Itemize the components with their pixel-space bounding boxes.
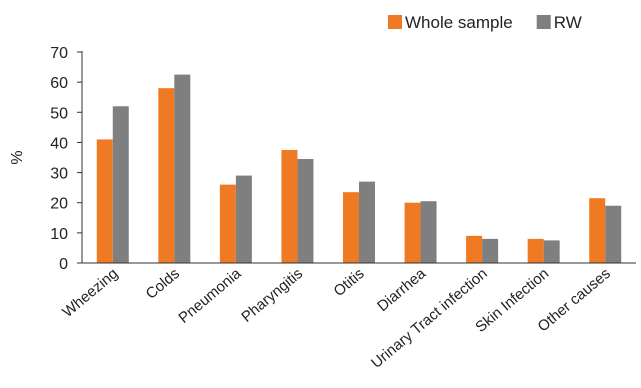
bar (359, 181, 375, 263)
bar (527, 238, 544, 263)
legend-label: RW (554, 13, 582, 32)
bar (174, 74, 191, 263)
bar (219, 184, 236, 263)
x-category-label: Colds (143, 265, 183, 303)
bar (543, 240, 560, 263)
bar (158, 88, 175, 264)
bar (297, 159, 314, 263)
y-tick-label: 0 (59, 256, 68, 273)
bar (420, 201, 437, 263)
x-category-label: Pharyngitis (238, 265, 306, 326)
bar (404, 202, 421, 263)
bar (343, 192, 359, 263)
y-tick-label: 20 (50, 196, 68, 213)
legend-swatch (388, 15, 402, 29)
y-tick-label: 60 (50, 75, 68, 92)
bar (466, 235, 483, 263)
y-tick-label: 30 (50, 166, 68, 183)
bars (96, 74, 622, 264)
y-tick-label: 40 (50, 135, 68, 152)
bar (482, 238, 499, 263)
y-axis: 0 10 20 30 40 50 60 70 (50, 45, 83, 273)
legend-label: Whole sample (405, 13, 513, 32)
x-category-label: Urinary Tract infection (368, 265, 491, 372)
bar (96, 139, 113, 263)
x-category-label: Diarrhea (374, 265, 429, 315)
legend: Whole sample RW (388, 13, 582, 32)
bar (281, 149, 298, 263)
legend-swatch (536, 15, 551, 29)
bar (605, 205, 622, 263)
y-tick-label: 70 (50, 45, 68, 62)
bar (112, 106, 129, 263)
y-tick-label: 10 (50, 226, 68, 243)
x-category-label: Otitis (330, 265, 367, 300)
bar (235, 175, 252, 263)
bar (589, 198, 606, 263)
y-axis-title: % (9, 150, 26, 164)
y-tick-label: 50 (50, 105, 68, 122)
x-category-label: Wheezing (59, 265, 121, 321)
x-category-label: Pneumonia (175, 265, 245, 327)
